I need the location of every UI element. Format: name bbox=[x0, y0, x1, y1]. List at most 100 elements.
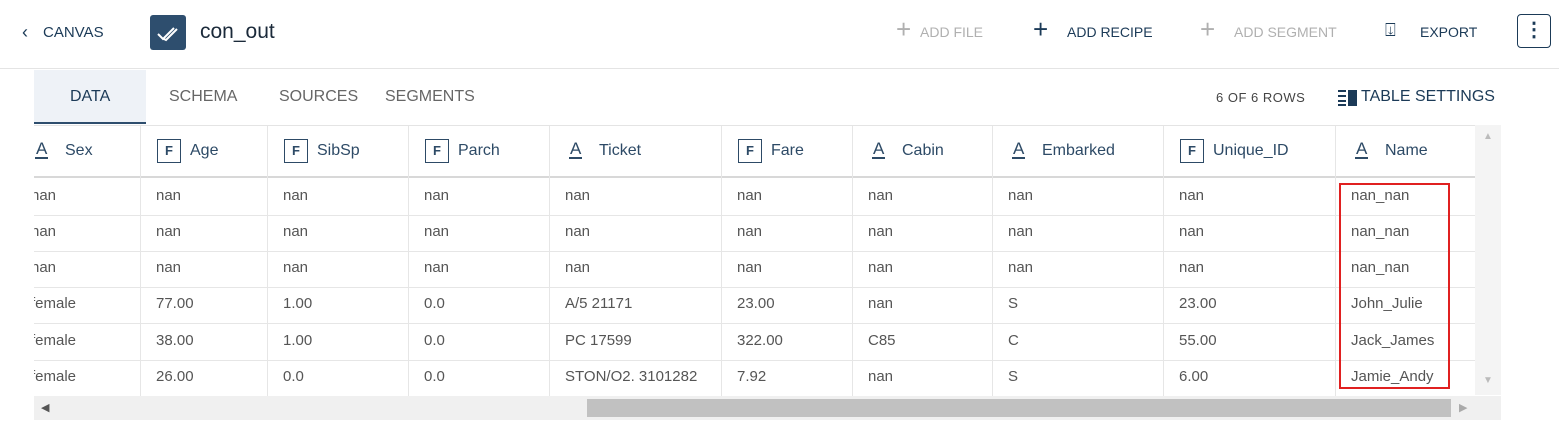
table-cell: nan bbox=[283, 187, 309, 204]
row-count: 6 OF 6 ROWS bbox=[1216, 90, 1306, 105]
column-header[interactable]: Unique_ID bbox=[1213, 142, 1289, 159]
type-icon: A bbox=[569, 139, 583, 159]
row-border bbox=[34, 359, 1475, 361]
column-border bbox=[140, 126, 141, 396]
dataset-icon bbox=[150, 15, 186, 50]
table-cell: 0.0 bbox=[424, 295, 445, 312]
column-border bbox=[721, 126, 722, 396]
back-link[interactable]: CANVAS bbox=[43, 24, 104, 41]
settings-icon[interactable] bbox=[1338, 89, 1358, 107]
data-table: A Sex F Age F SibSp F Parch A Ticket F Fare A Cabin A E… bbox=[34, 125, 1475, 396]
table-cell: nan bbox=[737, 259, 763, 276]
table-cell: A/5 21171 bbox=[565, 295, 633, 312]
table-cell: nan bbox=[1179, 187, 1205, 204]
column-header[interactable]: Name bbox=[1385, 142, 1428, 159]
table-cell: nan bbox=[34, 259, 57, 276]
column-header[interactable]: Age bbox=[190, 142, 219, 159]
table-settings[interactable]: TABLE SETTINGS bbox=[1361, 88, 1495, 105]
tab[interactable]: DATA bbox=[70, 88, 111, 105]
scroll-thumb[interactable] bbox=[587, 399, 1451, 417]
table-cell: nan bbox=[1179, 259, 1205, 276]
column-header[interactable]: Fare bbox=[771, 142, 804, 159]
column-header[interactable]: Sex bbox=[65, 142, 93, 159]
scroll-corner bbox=[1475, 396, 1501, 420]
table-cell: female bbox=[34, 295, 77, 312]
table-cell: C bbox=[1008, 332, 1019, 349]
column-border bbox=[267, 126, 268, 396]
table-cell: female bbox=[34, 332, 77, 349]
row-border bbox=[34, 286, 1475, 288]
check-icon bbox=[157, 27, 178, 42]
back-chevron[interactable]: ‹ bbox=[22, 22, 28, 42]
table-cell: nan_nan bbox=[1351, 187, 1410, 204]
table-cell: 55.00 bbox=[1179, 332, 1217, 349]
table-cell: nan bbox=[1179, 223, 1205, 240]
column-header[interactable]: SibSp bbox=[317, 142, 360, 159]
h-scrollbar[interactable]: ◀ ▶ bbox=[34, 396, 1475, 420]
table-cell: 0.0 bbox=[283, 368, 304, 385]
plus-icon: + bbox=[896, 14, 912, 44]
column-header[interactable]: Cabin bbox=[902, 142, 944, 159]
type-icon: F bbox=[1180, 139, 1204, 163]
action-button[interactable]: EXPORT bbox=[1420, 24, 1478, 40]
type-icon: F bbox=[284, 139, 308, 163]
table-cell: nan bbox=[283, 223, 309, 240]
column-header[interactable]: Ticket bbox=[599, 142, 642, 159]
action-button[interactable]: ADD RECIPE bbox=[1067, 24, 1153, 40]
table-cell: nan bbox=[565, 259, 591, 276]
table-cell: Jamie_Andy bbox=[1351, 368, 1434, 385]
column-border bbox=[852, 126, 853, 396]
table-cell: STON/O2. 3101282 bbox=[565, 368, 698, 385]
column-header[interactable]: Embarked bbox=[1042, 142, 1115, 159]
table-cell: nan bbox=[868, 368, 894, 385]
header-border bbox=[34, 176, 1475, 178]
export-icon[interactable]: ⍗ bbox=[1385, 20, 1396, 40]
table-cell: 1.00 bbox=[283, 332, 313, 349]
table-cell: 1.00 bbox=[283, 295, 313, 312]
table-cell: 7.92 bbox=[737, 368, 767, 385]
menu-button[interactable]: ⋮ bbox=[1517, 14, 1551, 48]
table-cell: 26.00 bbox=[156, 368, 194, 385]
type-icon: A bbox=[872, 139, 886, 159]
row-border bbox=[34, 322, 1475, 324]
table-cell: nan bbox=[868, 295, 894, 312]
table-cell: nan bbox=[868, 259, 894, 276]
type-icon: F bbox=[157, 139, 181, 163]
column-border bbox=[992, 126, 993, 396]
table-cell: S bbox=[1008, 295, 1019, 312]
table-cell: nan bbox=[34, 223, 57, 240]
type-icon: F bbox=[738, 139, 762, 163]
plus-icon[interactable]: + bbox=[1033, 14, 1049, 44]
row-border bbox=[34, 214, 1475, 216]
tab[interactable]: SCHEMA bbox=[169, 88, 238, 105]
v-scrollbar[interactable]: ▲ ▼ bbox=[1475, 125, 1501, 395]
column-header[interactable]: Parch bbox=[458, 142, 500, 159]
table-cell: 23.00 bbox=[737, 295, 775, 312]
plus-icon: + bbox=[1200, 14, 1216, 44]
table-cell: nan bbox=[868, 187, 894, 204]
table-cell: nan bbox=[156, 259, 182, 276]
type-icon: A bbox=[35, 139, 49, 159]
type-icon: A bbox=[1012, 139, 1026, 159]
type-icon: A bbox=[1355, 139, 1369, 159]
table-cell: 0.0 bbox=[424, 332, 445, 349]
action-button: ADD SEGMENT bbox=[1234, 24, 1337, 40]
active-tab-bg bbox=[34, 70, 146, 124]
column-border bbox=[1335, 126, 1336, 396]
highlight-box bbox=[1339, 183, 1450, 389]
table-cell: nan bbox=[424, 259, 450, 276]
tab[interactable]: SOURCES bbox=[279, 88, 359, 105]
divider bbox=[0, 68, 1559, 69]
table-cell: nan bbox=[156, 223, 182, 240]
tab[interactable]: SEGMENTS bbox=[385, 88, 475, 105]
table-cell: C85 bbox=[868, 332, 896, 349]
table-cell: nan bbox=[34, 187, 57, 204]
table-cell: 6.00 bbox=[1179, 368, 1209, 385]
table-cell: 38.00 bbox=[156, 332, 194, 349]
table-cell: nan bbox=[565, 223, 591, 240]
table-cell: nan bbox=[1008, 223, 1034, 240]
table-cell: nan bbox=[283, 259, 309, 276]
table-cell: nan bbox=[424, 223, 450, 240]
table-cell: S bbox=[1008, 368, 1019, 385]
